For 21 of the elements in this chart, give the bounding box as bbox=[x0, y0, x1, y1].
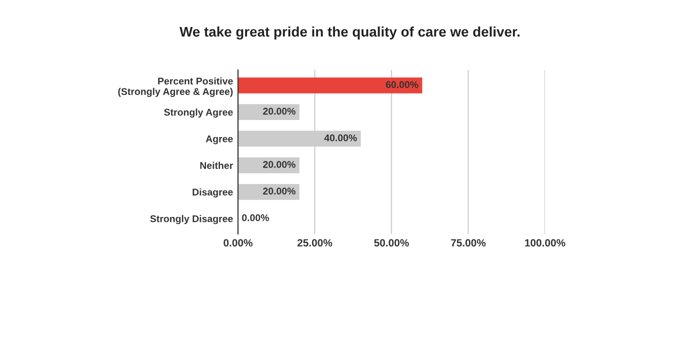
bar bbox=[238, 104, 300, 120]
x-tick-label: 25.00% bbox=[297, 239, 332, 247]
y-tick-label: Disagree bbox=[192, 188, 233, 198]
data-label: 20.00% bbox=[263, 188, 296, 195]
data-label: 20.00% bbox=[263, 108, 296, 115]
bar bbox=[238, 184, 300, 200]
y-tick-label: Percent Positive (Strongly Agree & Agree) bbox=[118, 77, 233, 97]
y-tick-label: Agree bbox=[206, 136, 233, 144]
data-label: 40.00% bbox=[324, 134, 357, 142]
x-tick-label: 0.00% bbox=[224, 239, 252, 247]
y-tick-label: Strongly Agree bbox=[164, 108, 233, 118]
x-tick-label: 100.00% bbox=[525, 239, 566, 247]
data-label: 20.00% bbox=[263, 161, 296, 168]
data-label: 0.00% bbox=[242, 214, 269, 222]
x-tick-label: 75.00% bbox=[451, 239, 486, 247]
chart-title: We take great pride in the quality of care we deliver. bbox=[180, 26, 520, 40]
data-label: 60.00% bbox=[386, 81, 418, 88]
x-tick-label: 50.00% bbox=[374, 239, 409, 247]
y-tick-label: Neither bbox=[200, 162, 233, 169]
y-tick-label: Strongly Disagree bbox=[150, 215, 233, 224]
bar bbox=[238, 77, 422, 94]
